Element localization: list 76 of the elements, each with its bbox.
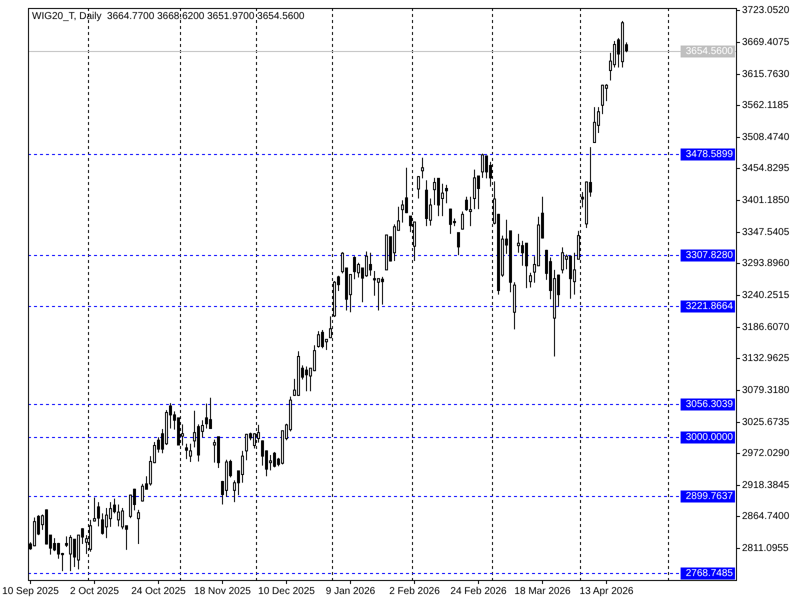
candlestick — [69, 534, 72, 572]
ref-line-label: 2768.7485 — [686, 568, 734, 579]
candlestick — [33, 516, 36, 547]
candlestick — [593, 106, 596, 144]
candlestick — [601, 84, 604, 115]
candlestick — [445, 184, 448, 204]
candlestick — [321, 329, 324, 349]
y-tick-label: 3562.1185 — [742, 100, 789, 111]
candlestick — [209, 397, 212, 430]
chart-title: WIG20_T, Daily 3664.7700 3668.6200 3651.9700 3654.5600 — [32, 11, 305, 22]
y-tick-label: 3079.3180 — [742, 385, 790, 396]
candlestick — [529, 272, 532, 288]
y-tick-label: 3454.8295 — [742, 163, 790, 174]
y-tick-label: 3401.1850 — [742, 195, 790, 206]
candlestick — [449, 208, 452, 234]
candlestick — [353, 256, 356, 280]
candlestick — [457, 232, 460, 256]
candlestick — [217, 436, 220, 468]
y-tick-label: 2972.0290 — [742, 448, 790, 459]
candlestick — [421, 157, 424, 179]
y-tick-label: 3508.4740 — [742, 132, 790, 143]
y-tick-label: 3025.6735 — [742, 417, 790, 428]
y-tick-label: 2811.0955 — [742, 543, 789, 554]
y-tick-label: 2918.3845 — [742, 480, 790, 491]
x-tick-label: 2 Feb 2026 — [389, 586, 440, 597]
candlestick — [461, 210, 464, 230]
candlestick — [273, 452, 276, 468]
candlestick — [93, 496, 96, 522]
y-tick-label: 3669.4075 — [742, 37, 790, 48]
candlestick — [417, 176, 420, 199]
candlestick — [437, 177, 440, 217]
x-tick-label: 2 Oct 2025 — [70, 586, 120, 597]
x-tick-label: 13 Apr 2026 — [580, 586, 634, 597]
candlestick — [305, 366, 308, 392]
ref-line-label: 3478.5899 — [686, 149, 734, 160]
x-tick-label: 18 Mar 2026 — [514, 586, 572, 597]
ref-line-label: 3307.8280 — [686, 250, 734, 261]
candlestick — [469, 196, 472, 227]
ref-line-label: 3000.0000 — [686, 432, 734, 443]
candlestick — [513, 282, 516, 330]
ref-line-label: 3056.3039 — [686, 399, 734, 410]
x-tick-label: 10 Dec 2025 — [258, 586, 316, 597]
y-tick-label: 2864.7400 — [742, 511, 790, 522]
ref-line-label: 2899.7637 — [686, 491, 734, 502]
candlestick — [569, 255, 572, 300]
candlestick — [369, 252, 372, 276]
candlestick — [473, 169, 476, 210]
candlestick — [561, 246, 564, 274]
candlestick — [137, 509, 140, 545]
y-tick-label: 3132.9625 — [742, 353, 790, 364]
y-tick-label: 3615.7630 — [742, 69, 790, 80]
candlestick — [317, 330, 320, 348]
candlestick — [481, 153, 484, 178]
candlestick — [525, 242, 528, 289]
x-tick-label: 10 Sep 2025 — [2, 586, 60, 597]
candlestick — [73, 538, 76, 568]
candlestick — [97, 502, 100, 527]
y-tick-label: 3723.0520 — [742, 5, 790, 16]
candlestick — [189, 443, 192, 463]
x-tick-label: 24 Oct 2025 — [131, 586, 186, 597]
candlestick — [425, 180, 428, 227]
candlestick — [385, 234, 388, 271]
y-tick-label: 3347.5405 — [742, 227, 790, 238]
x-tick-label: 18 Nov 2025 — [194, 586, 252, 597]
ref-line-label: 3654.5600 — [686, 46, 734, 57]
y-tick-label: 3293.8960 — [742, 258, 790, 269]
x-tick-label: 24 Feb 2026 — [450, 586, 508, 597]
y-tick-label: 3186.6070 — [742, 322, 790, 333]
candlestick — [185, 443, 188, 460]
candlestick — [573, 252, 576, 296]
candlestick — [297, 350, 300, 397]
y-tick-label: 3240.2515 — [742, 290, 790, 301]
ref-line-label: 3221.8664 — [686, 301, 734, 312]
candlestick — [245, 433, 248, 461]
candlestick — [621, 20, 624, 68]
x-tick-label: 9 Jan 2026 — [326, 586, 376, 597]
